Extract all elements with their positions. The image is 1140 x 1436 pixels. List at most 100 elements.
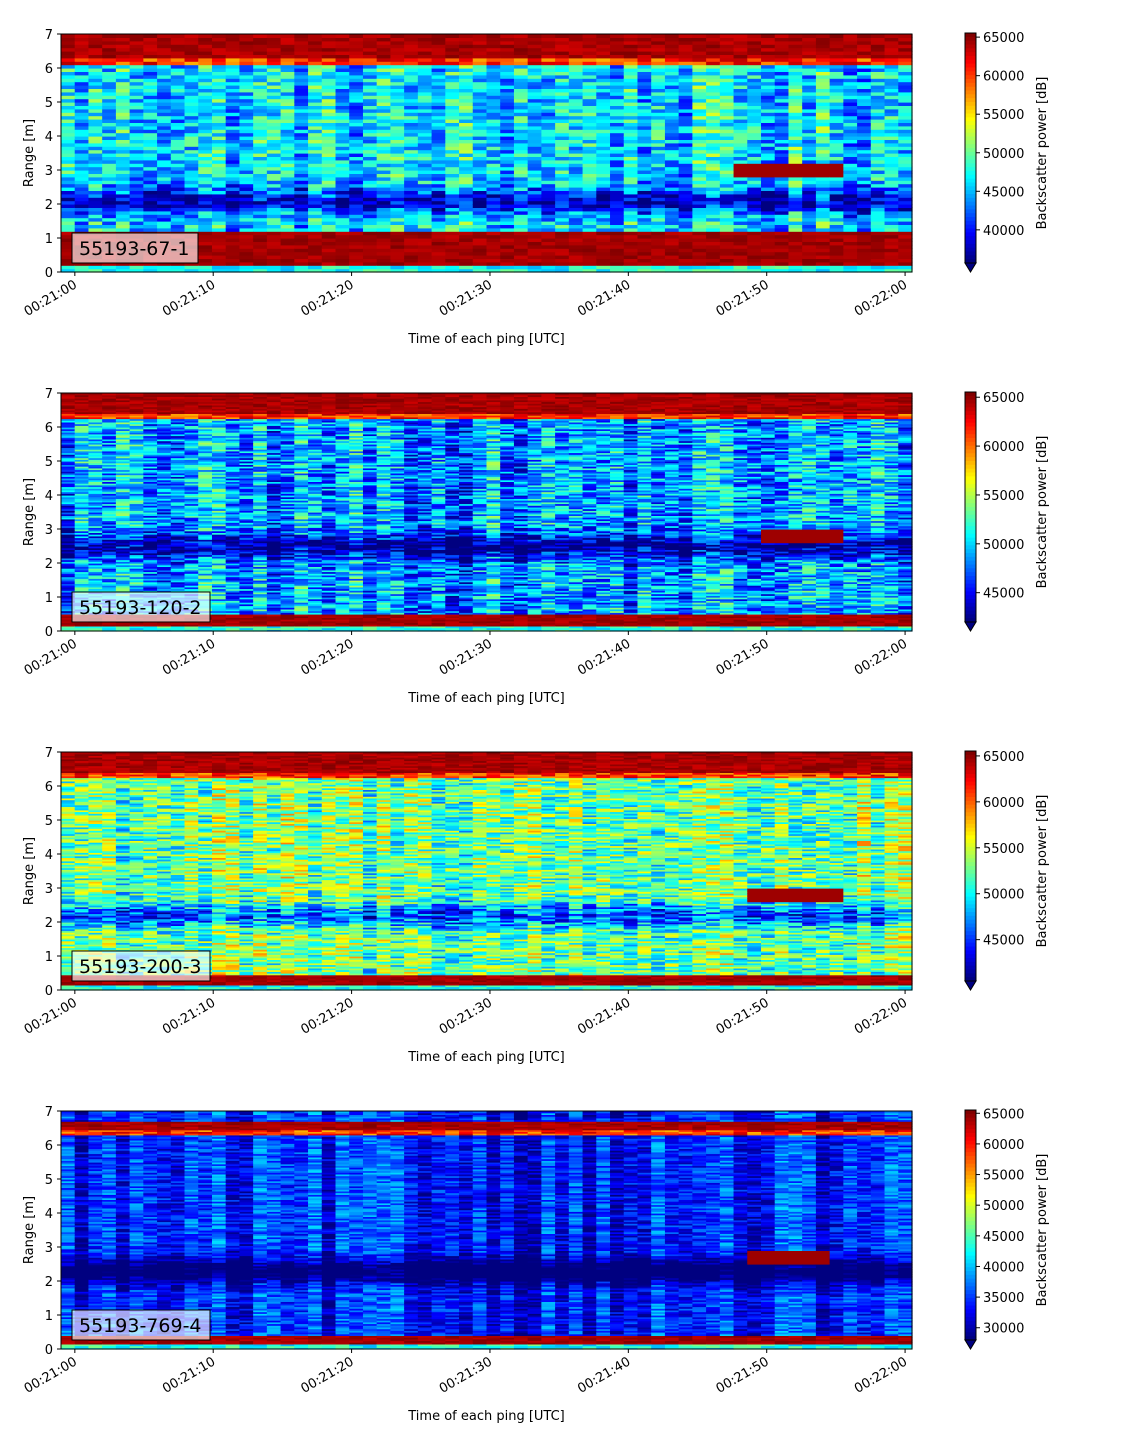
colorbar-tick-label: 65000: [983, 31, 1024, 46]
y-tick-label: 2: [45, 916, 53, 931]
channel-label-text: 55193-67-1: [79, 238, 189, 260]
x-tick-label: 00:21:50: [714, 995, 772, 1037]
colorbar-tick-label: 45000: [983, 185, 1024, 200]
y-tick-label: 6: [45, 780, 53, 795]
colorbar-tick-label: 40000: [983, 224, 1024, 239]
x-tick-label: 00:21:10: [160, 636, 218, 678]
x-tick-label: 00:21:40: [575, 1354, 633, 1396]
colorbar-tick-label: 45000: [983, 934, 1024, 949]
colorbar-extend-arrow: [965, 1340, 976, 1349]
colorbar-tick-label: 55000: [983, 842, 1024, 857]
channel-label-text: 55193-200-3: [79, 956, 202, 978]
colorbar-tick-label: 65000: [983, 391, 1024, 406]
y-tick-label: 2: [45, 1275, 53, 1290]
y-axis-label: Range [m]: [22, 478, 37, 546]
x-tick-label: 00:21:10: [160, 1354, 218, 1396]
x-tick-label: 00:21:30: [437, 636, 495, 678]
channel-label: 55193-67-1: [72, 233, 198, 263]
colorbar-tick-label: 60000: [983, 70, 1024, 85]
colorbar-tick-label: 50000: [983, 147, 1024, 162]
channel-label-text: 55193-120-2: [79, 597, 202, 619]
x-tick-label: 00:21:10: [160, 277, 218, 319]
colorbar-tick-label: 60000: [983, 440, 1024, 455]
x-tick-label: 00:21:20: [299, 636, 357, 678]
y-tick-label: 0: [45, 1343, 53, 1358]
colorbar-tick-label: 55000: [983, 108, 1024, 123]
colorbar-label: Backscatter power [dB]: [1035, 436, 1050, 589]
y-tick-label: 3: [45, 523, 53, 538]
x-tick-label: 00:21:20: [299, 277, 357, 319]
y-tick-label: 7: [45, 746, 53, 761]
x-tick-label: 00:21:40: [575, 636, 633, 678]
y-axis-label: Range [m]: [22, 837, 37, 905]
x-tick-label: 00:21:40: [575, 277, 633, 319]
y-tick-label: 7: [45, 387, 53, 402]
colorbar-label: Backscatter power [dB]: [1035, 1154, 1050, 1307]
x-axis-label: Time of each ping [UTC]: [407, 691, 565, 706]
y-tick-label: 1: [45, 1309, 53, 1324]
y-tick-label: 7: [45, 1105, 53, 1120]
y-tick-label: 6: [45, 1139, 53, 1154]
x-tick-label: 00:21:40: [575, 995, 633, 1037]
x-axis-label: Time of each ping [UTC]: [407, 1050, 565, 1065]
x-tick-label: 00:21:10: [160, 995, 218, 1037]
x-tick-label: 00:21:00: [22, 277, 80, 319]
channel-label: 55193-120-2: [72, 592, 210, 622]
y-tick-label: 1: [45, 950, 53, 965]
colorbar-label: Backscatter power [dB]: [1035, 77, 1050, 230]
x-tick-label: 00:21:00: [22, 1354, 80, 1396]
x-tick-label: 00:21:00: [22, 995, 80, 1037]
x-tick-label: 00:21:50: [714, 277, 772, 319]
echogram-panel: 0 1 2 3 4 5 6 7 Range [m] 00:21:00 00:21:10 00:21:2…: [22, 28, 1050, 347]
channel-label-text: 55193-769-4: [79, 1315, 202, 1337]
y-tick-label: 2: [45, 198, 53, 213]
y-tick-label: 0: [45, 266, 53, 281]
y-tick-label: 1: [45, 591, 53, 606]
x-tick-label: 00:22:00: [852, 277, 910, 319]
colorbar-tick-label: 60000: [983, 796, 1024, 811]
y-tick-label: 3: [45, 164, 53, 179]
y-tick-label: 7: [45, 28, 53, 43]
colorbar-tick-label: 65000: [983, 1107, 1024, 1122]
y-tick-label: 2: [45, 557, 53, 572]
y-tick-label: 5: [45, 455, 53, 470]
colorbar-tick-label: 50000: [983, 888, 1024, 903]
colorbar-tick-label: 45000: [983, 1230, 1024, 1245]
y-tick-label: 1: [45, 232, 53, 247]
y-axis-label: Range [m]: [22, 119, 37, 187]
y-tick-label: 0: [45, 984, 53, 999]
x-tick-label: 00:21:30: [437, 995, 495, 1037]
colorbar-tick-label: 30000: [983, 1322, 1024, 1337]
colorbar: 40000 45000 50000 55000 60000 65000 Backscatte…: [965, 31, 1050, 272]
y-tick-label: 6: [45, 421, 53, 436]
y-tick-label: 3: [45, 882, 53, 897]
y-tick-label: 0: [45, 625, 53, 640]
y-tick-label: 5: [45, 814, 53, 829]
y-tick-label: 6: [45, 62, 53, 77]
colorbar-tick-label: 50000: [983, 538, 1024, 553]
y-tick-label: 4: [45, 489, 53, 504]
y-tick-label: 5: [45, 96, 53, 111]
x-tick-label: 00:22:00: [852, 1354, 910, 1396]
y-tick-label: 4: [45, 848, 53, 863]
colorbar-extend-arrow: [965, 622, 976, 631]
x-axis-label: Time of each ping [UTC]: [407, 1409, 565, 1424]
colorbar-tick-label: 65000: [983, 750, 1024, 765]
y-tick-label: 4: [45, 130, 53, 145]
y-tick-label: 5: [45, 1173, 53, 1188]
channel-label: 55193-769-4: [72, 1310, 210, 1340]
colorbar-tick-label: 40000: [983, 1260, 1024, 1275]
colorbar-tick-label: 55000: [983, 1169, 1024, 1184]
x-tick-label: 00:21:50: [714, 1354, 772, 1396]
x-tick-label: 00:22:00: [852, 995, 910, 1037]
colorbar-tick-label: 60000: [983, 1138, 1024, 1153]
x-tick-label: 00:21:20: [299, 1354, 357, 1396]
y-tick-label: 3: [45, 1241, 53, 1256]
x-tick-label: 00:22:00: [852, 636, 910, 678]
